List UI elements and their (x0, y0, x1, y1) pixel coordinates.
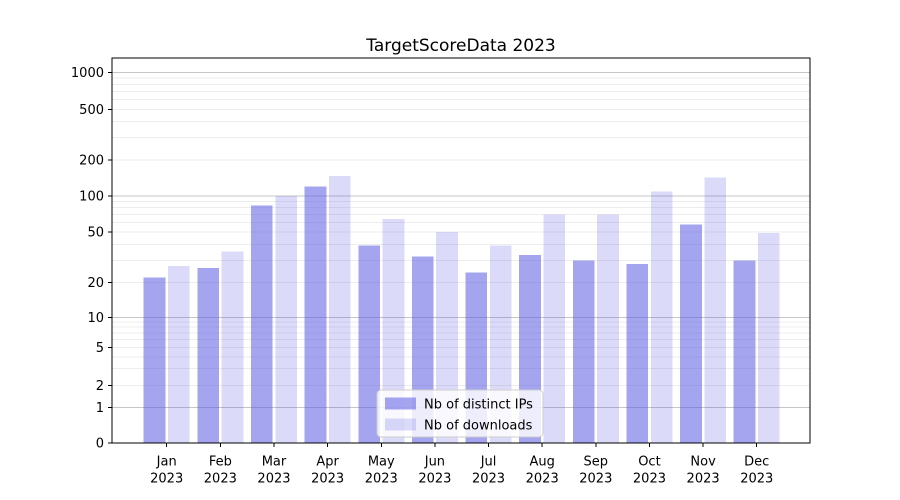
y-tick-label: 0 (96, 437, 104, 452)
bar-downloads-jan (168, 266, 190, 443)
bar-downloads-aug (543, 214, 566, 443)
y-tick-label: 1 (96, 401, 104, 416)
legend-box (376, 389, 544, 438)
x-tick-label-month: Feb (209, 455, 232, 470)
bar-distinct-ips-jan (143, 277, 166, 443)
legend-label-downloads: Nb of downloads (424, 419, 533, 434)
legend-label-distinct-ips: Nb of distinct IPs (424, 398, 533, 413)
bar-distinct-ips-nov (680, 224, 702, 443)
bar-downloads-dec (758, 233, 780, 443)
bar-distinct-ips-oct (626, 264, 649, 443)
x-tick-label-year: 2023 (365, 472, 398, 487)
y-tick-label: 10 (87, 311, 104, 326)
bar-distinct-ips-may (358, 245, 380, 443)
chart-title: TargetScoreData 2023 (365, 36, 555, 56)
bar-downloads-mar (275, 196, 297, 443)
y-tick-label: 50 (87, 226, 104, 241)
x-tick-label-month: Mar (262, 455, 287, 470)
bar-distinct-ips-sep (572, 260, 595, 443)
x-tick-label-year: 2023 (150, 472, 183, 487)
bar-downloads-nov (704, 177, 727, 443)
y-tick-label: 5 (96, 341, 104, 356)
y-tick-label: 100 (79, 190, 104, 205)
bar-distinct-ips-feb (197, 268, 220, 443)
x-tick-label-month: Nov (690, 455, 716, 470)
x-tick-label-month: May (368, 455, 395, 470)
x-tick-label-month: Jun (424, 455, 445, 470)
x-tick-label-year: 2023 (257, 472, 290, 487)
x-tick-label-month: Sep (584, 455, 609, 470)
legend: Nb of distinct IPs Nb of downloads (376, 389, 544, 438)
y-tick-label: 200 (79, 153, 104, 168)
bar-distinct-ips-apr (304, 186, 327, 443)
y-tick-label: 2 (96, 379, 104, 394)
x-tick-label-month: Oct (638, 455, 660, 470)
legend-swatch-downloads (385, 418, 416, 431)
y-tick-label: 500 (79, 103, 104, 118)
bar-distinct-ips-mar (250, 205, 273, 443)
x-tick-label-year: 2023 (204, 472, 237, 487)
x-tick-label-month: Dec (744, 455, 769, 470)
bar-downloads-feb (221, 251, 244, 443)
x-tick-label-month: Jul (480, 455, 497, 470)
x-tick-label-month: Jan (156, 455, 177, 470)
legend-swatch-distinct-ips (385, 397, 416, 410)
x-tick-label-year: 2023 (740, 472, 773, 487)
bar-downloads-apr (328, 175, 351, 443)
bar-downloads-may (382, 219, 405, 443)
x-tick-label-year: 2023 (633, 472, 666, 487)
axis-ticks-and-labels: 0 1 2 5 10 20 50 100 200 500 1000 Jan 2023 Feb 2023 Mar… (71, 66, 773, 487)
y-tick-label: 20 (87, 276, 104, 291)
bar-downloads-sep (597, 214, 619, 443)
x-tick-label-month: Aug (529, 455, 554, 470)
bars (143, 175, 780, 443)
bar-downloads-oct (650, 191, 673, 443)
x-tick-label-year: 2023 (687, 472, 720, 487)
x-tick-label-year: 2023 (311, 472, 344, 487)
x-tick-label-year: 2023 (526, 472, 559, 487)
x-tick-label-year: 2023 (418, 472, 451, 487)
x-tick-label-month: Apr (316, 455, 339, 470)
bar-distinct-ips-dec (733, 260, 756, 443)
y-tick-label: 1000 (71, 66, 104, 81)
x-tick-label-year: 2023 (472, 472, 505, 487)
plot-border (111, 57, 811, 444)
x-tick-label-year: 2023 (579, 472, 612, 487)
